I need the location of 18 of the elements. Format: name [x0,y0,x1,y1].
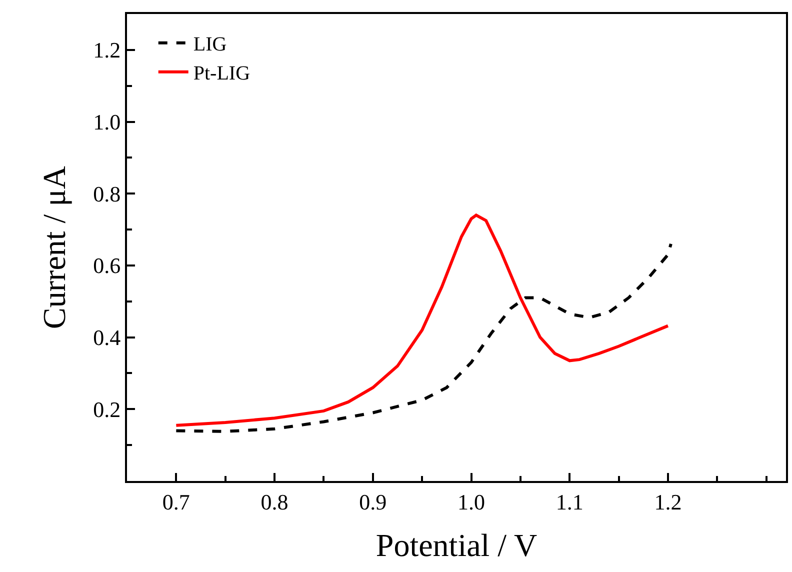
y-tick-label: 1.2 [93,38,121,63]
y-tick-label: 0.6 [93,253,121,278]
y-tick-label: 0.8 [93,181,121,206]
y-tick-label: 0.2 [93,396,121,422]
x-tick-label: 1.0 [458,489,485,514]
x-tick-label: 0.7 [162,489,190,514]
legend-label: Pt-LIG [193,62,250,85]
x-tick-label: 0.8 [260,489,288,514]
line-series [174,242,672,433]
y-tick-label: 1.0 [93,109,121,134]
x-tick-label: 1.2 [654,489,682,514]
y-tick-label: 0.4 [93,325,121,350]
x-tick-label: 0.9 [359,489,387,514]
y-axis-title: Current / μA [36,166,72,329]
line-series [174,214,670,427]
x-axis-title: Potential / V [376,526,538,563]
x-tick-label: 1.1 [556,489,584,514]
legend-label: LIG [193,34,227,56]
